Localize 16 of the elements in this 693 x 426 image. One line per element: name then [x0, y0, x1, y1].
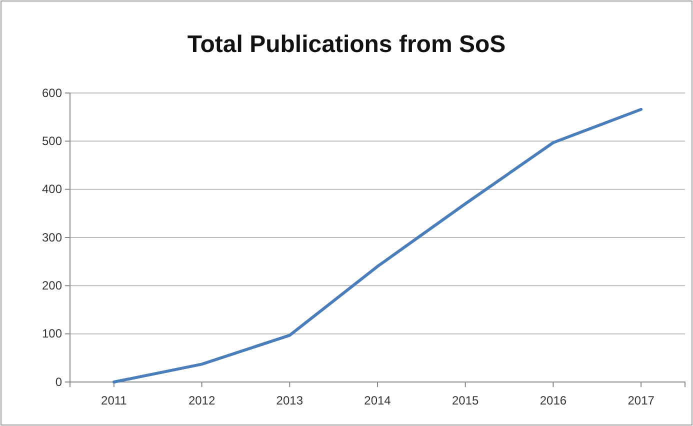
x-tick-label: 2017 [628, 393, 655, 408]
y-tick-label: 500 [42, 134, 62, 148]
x-tick-label: 2013 [276, 393, 304, 408]
line-series [112, 108, 643, 384]
x-tick-label: 2014 [364, 393, 392, 408]
x-tick-label: 2012 [188, 393, 216, 408]
y-tick-label: 100 [42, 326, 62, 341]
x-tick-label: 2016 [540, 393, 567, 408]
y-tick-label: 300 [42, 230, 62, 244]
x-tick-label: 2015 [452, 393, 480, 408]
y-tick-label: 0 [55, 374, 62, 389]
y-tick-label: 600 [42, 86, 62, 100]
y-tick-label: 200 [42, 278, 62, 293]
x-tick-label: 2011 [101, 393, 128, 408]
y-tick-label: 400 [42, 182, 62, 196]
chart-title: Total Publications from SoS [187, 31, 506, 58]
